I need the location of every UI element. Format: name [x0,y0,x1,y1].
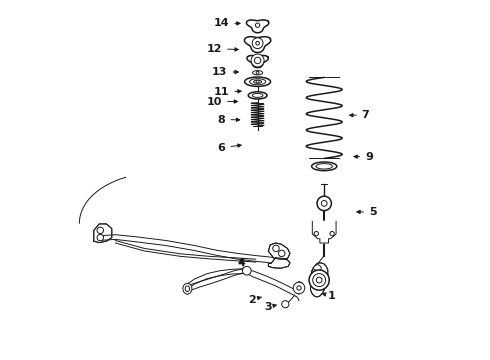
Ellipse shape [245,77,270,86]
Polygon shape [269,243,290,259]
Polygon shape [312,221,336,243]
Circle shape [314,231,319,236]
Circle shape [97,234,103,241]
Circle shape [317,196,331,211]
Text: 5: 5 [357,207,377,217]
Text: 6: 6 [218,143,241,153]
Text: 9: 9 [354,152,373,162]
Ellipse shape [185,286,190,292]
Circle shape [256,41,259,45]
Ellipse shape [248,92,267,99]
Circle shape [251,54,264,67]
Circle shape [309,270,329,290]
Polygon shape [269,258,290,268]
Text: 11: 11 [214,87,241,97]
Circle shape [256,71,259,74]
Circle shape [293,282,305,294]
Ellipse shape [183,283,192,294]
Circle shape [278,250,285,257]
Text: 10: 10 [207,96,238,107]
Circle shape [316,277,322,283]
Circle shape [321,201,327,206]
Ellipse shape [254,80,262,84]
Ellipse shape [252,71,263,75]
Text: 7: 7 [350,110,369,120]
Text: 12: 12 [207,44,238,54]
Text: 4: 4 [238,258,245,268]
Polygon shape [246,20,269,33]
Text: 13: 13 [212,67,238,77]
Polygon shape [245,37,271,53]
Ellipse shape [312,162,337,171]
Ellipse shape [316,164,333,169]
Circle shape [256,80,259,83]
Circle shape [243,266,251,275]
Polygon shape [247,55,269,68]
Text: 3: 3 [265,302,276,312]
Text: 14: 14 [214,18,240,28]
Polygon shape [313,265,321,271]
Polygon shape [94,224,112,243]
Circle shape [330,231,334,236]
Circle shape [313,274,326,287]
Text: 8: 8 [218,114,240,125]
Ellipse shape [252,94,263,98]
Polygon shape [295,282,303,294]
Circle shape [282,301,289,308]
Polygon shape [311,263,328,297]
Circle shape [97,227,103,234]
Text: 1: 1 [322,291,335,301]
Circle shape [273,245,279,252]
Circle shape [254,57,261,64]
Text: 2: 2 [248,294,262,305]
Circle shape [255,23,260,27]
Circle shape [252,38,263,49]
Circle shape [297,286,301,290]
Ellipse shape [249,79,266,85]
